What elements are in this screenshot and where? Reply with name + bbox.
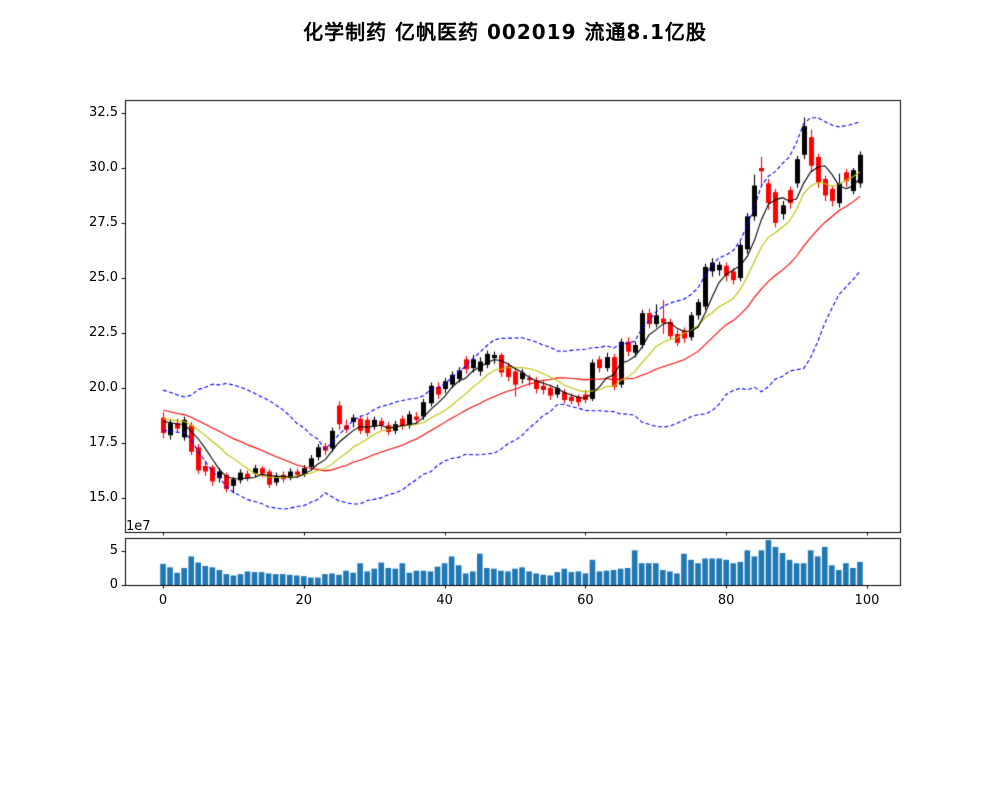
price-y-tick-label: 17.5 (89, 434, 118, 450)
x-tick-label: 20 (295, 593, 313, 608)
x-tick-label: 60 (577, 593, 594, 608)
volume-scale-offset-label: 1e7 (126, 519, 151, 534)
price-y-tick-label: 30.0 (89, 159, 118, 175)
x-tick-label: 100 (854, 593, 880, 608)
price-y-tick-label: 15.0 (89, 489, 118, 505)
x-tick-label: 80 (717, 593, 735, 608)
price-y-tick-label: 25.0 (89, 269, 118, 285)
price-y-tick-label: 27.5 (89, 214, 118, 230)
price-y-tick-label: 32.5 (89, 104, 118, 120)
volume-y-tick-label: 5 (109, 542, 118, 558)
x-tick-label: 0 (158, 593, 168, 608)
x-tick-label: 40 (436, 593, 453, 608)
volume-y-tick-label: 0 (109, 577, 118, 592)
price-y-tick-label: 20.0 (89, 379, 118, 395)
price-y-tick-label: 22.5 (89, 324, 118, 340)
